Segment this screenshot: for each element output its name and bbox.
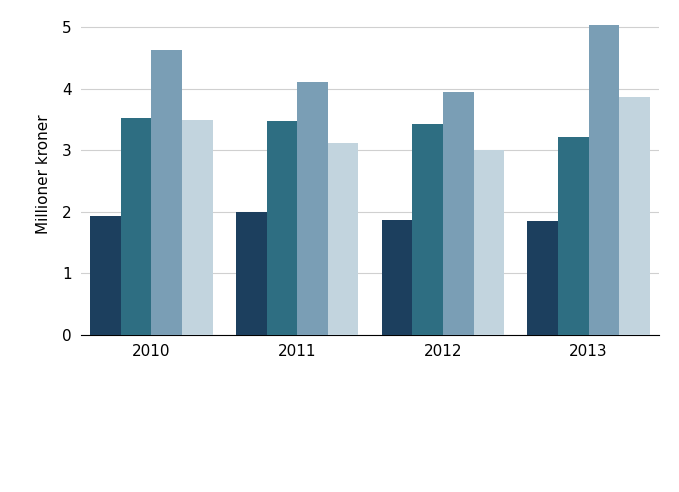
Bar — [558, 136, 589, 335]
Bar — [528, 221, 558, 335]
Bar — [151, 51, 182, 335]
Bar — [412, 123, 443, 335]
Bar — [589, 25, 619, 335]
Y-axis label: Millioner kroner: Millioner kroner — [36, 115, 51, 235]
Bar — [267, 121, 297, 335]
Bar — [382, 219, 412, 335]
Bar — [121, 118, 151, 335]
Bar — [297, 83, 328, 335]
Bar — [619, 96, 650, 335]
Bar — [182, 120, 213, 335]
Bar — [443, 92, 473, 335]
Bar — [473, 150, 504, 335]
Bar — [90, 216, 121, 335]
Bar — [328, 143, 359, 335]
Bar — [236, 212, 267, 335]
